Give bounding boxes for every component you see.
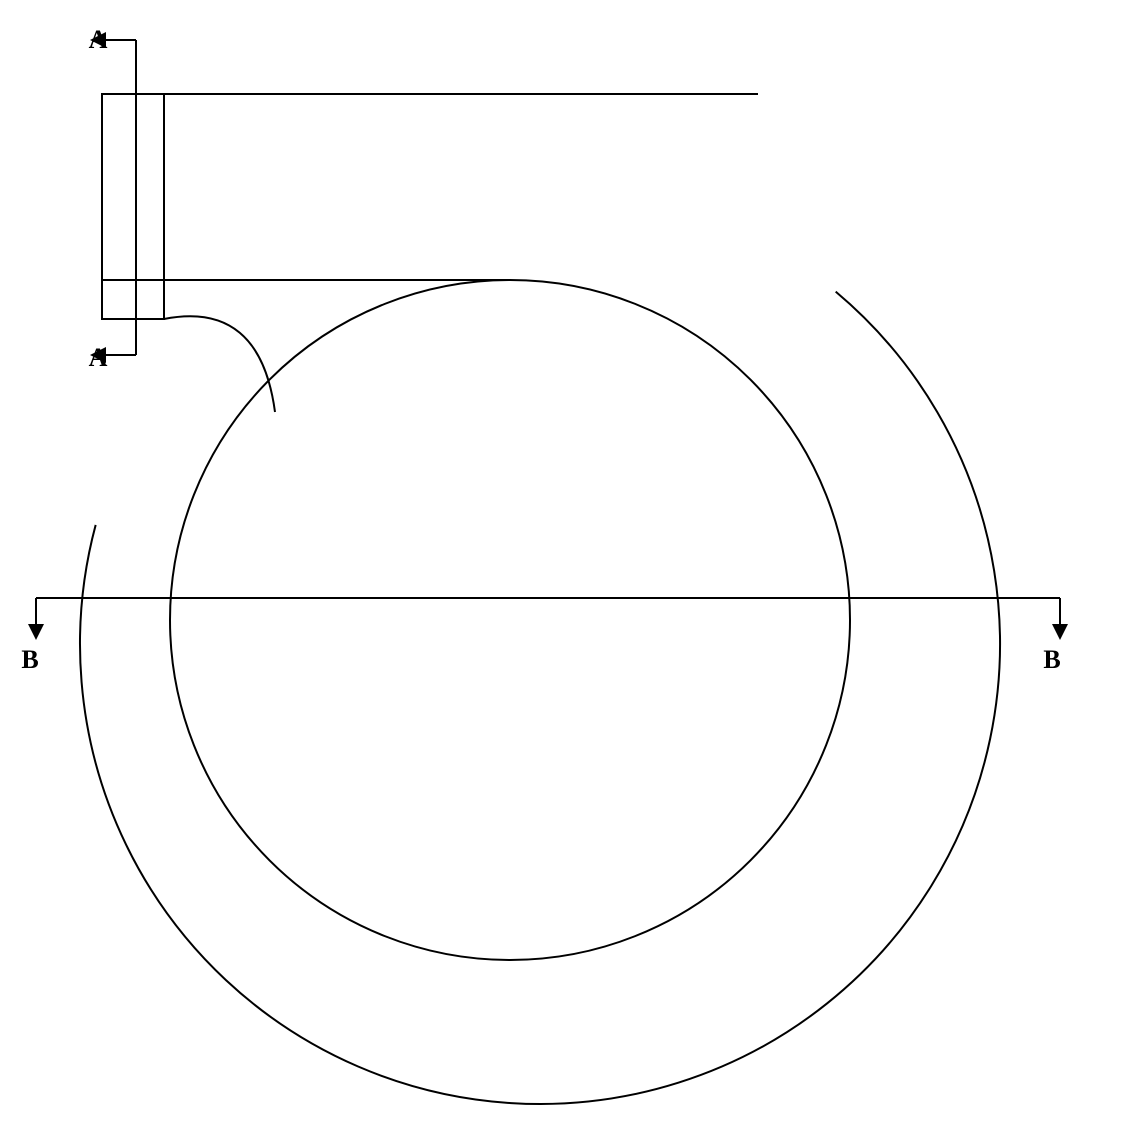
tongue-curve	[164, 316, 275, 412]
section-a-label-bottom: A	[89, 343, 108, 372]
outlet-flange	[102, 94, 164, 319]
section-b-label-left: B	[21, 645, 38, 674]
volute-diagram: A A B B	[21, 25, 1068, 1104]
section-a-label-top: A	[89, 25, 108, 54]
outer-spiral	[80, 292, 1000, 1104]
section-b-label-right: B	[1043, 645, 1060, 674]
section-line-b: B B	[21, 598, 1068, 674]
inner-circle	[170, 280, 850, 960]
